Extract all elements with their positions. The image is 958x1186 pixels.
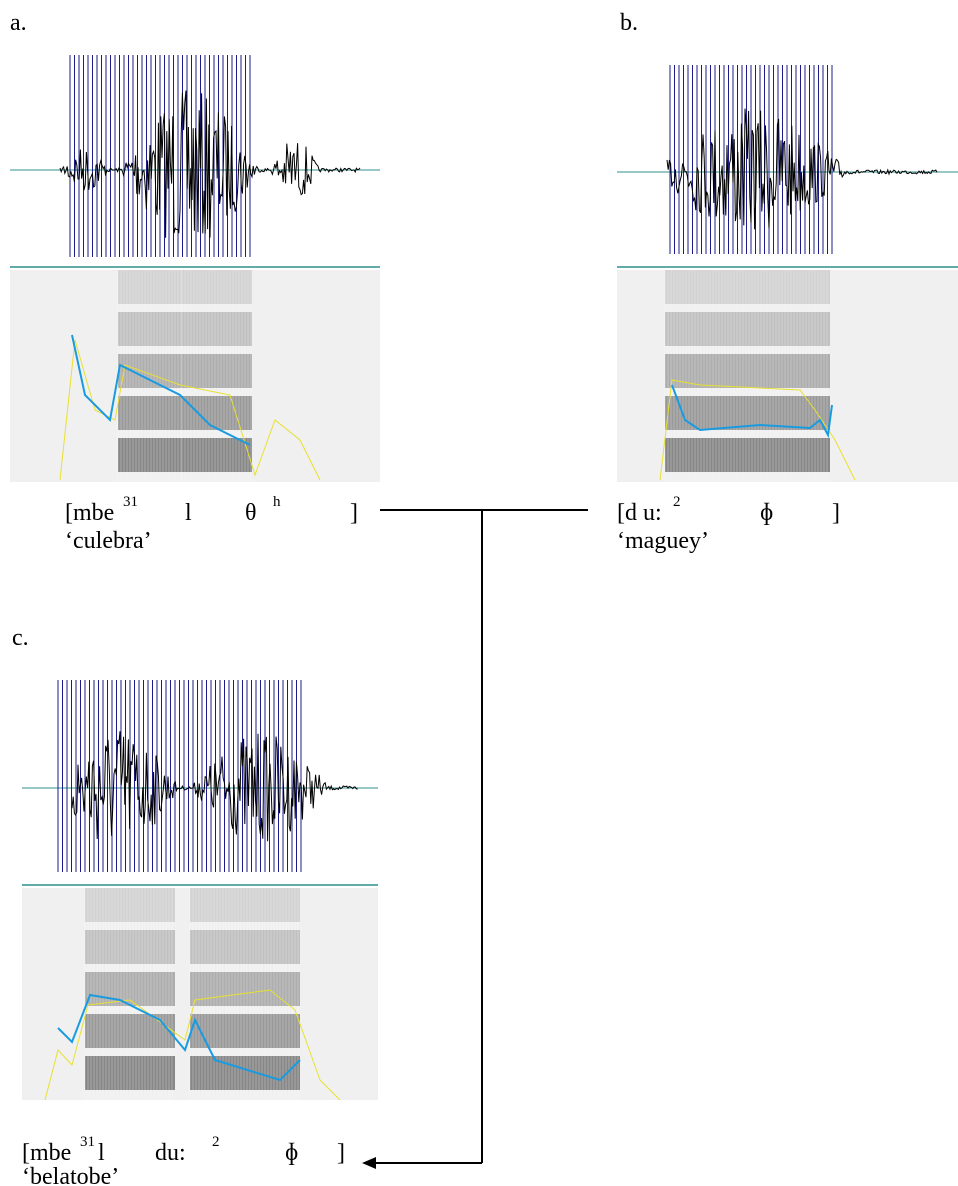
intensity-curve bbox=[659, 379, 856, 481]
transcription: l bbox=[185, 500, 192, 526]
formant-band bbox=[190, 1056, 300, 1090]
formant-band bbox=[118, 438, 182, 472]
spectrogram bbox=[22, 888, 378, 1100]
pitch-curve bbox=[71, 334, 251, 446]
waveform bbox=[666, 108, 938, 230]
gloss: ‘culebra’ bbox=[65, 528, 152, 554]
transcription: [mbe bbox=[65, 500, 114, 526]
panel-label: a. bbox=[10, 10, 27, 36]
waveform bbox=[71, 731, 358, 842]
gloss: ‘maguey’ bbox=[617, 528, 709, 554]
formant-band bbox=[665, 438, 830, 472]
formant-band bbox=[85, 888, 175, 922]
connector bbox=[362, 509, 588, 1169]
formant-band bbox=[665, 270, 830, 304]
formant-band bbox=[665, 312, 830, 346]
formant-band bbox=[190, 1014, 300, 1048]
formant-band bbox=[182, 396, 252, 430]
transcription: θ bbox=[245, 500, 257, 526]
formant-band bbox=[190, 930, 300, 964]
spectrogram-art bbox=[10, 55, 958, 1101]
formant-band bbox=[190, 972, 300, 1006]
formant-band bbox=[182, 354, 252, 388]
transcription: du: bbox=[155, 1140, 186, 1166]
pitch-curve bbox=[57, 993, 301, 1082]
transcription: ɸ bbox=[285, 1140, 298, 1166]
transcription: ] bbox=[350, 500, 358, 526]
waveform bbox=[59, 90, 361, 238]
formant-band bbox=[85, 1056, 175, 1090]
gloss: ‘belatobe’ bbox=[22, 1164, 119, 1186]
transcription: ] bbox=[337, 1140, 345, 1166]
panel-label: c. bbox=[12, 625, 29, 651]
tone-superscript: 2 bbox=[673, 494, 681, 510]
formant-band bbox=[182, 438, 252, 472]
formant-band bbox=[182, 312, 252, 346]
intensity-curve bbox=[59, 339, 321, 481]
transcription: ɸ bbox=[760, 500, 773, 526]
formant-band bbox=[118, 270, 182, 304]
panel-label: b. bbox=[620, 10, 638, 36]
formant-band bbox=[665, 354, 830, 388]
pitch-curve bbox=[671, 384, 833, 439]
formant-band bbox=[118, 396, 182, 430]
spectrogram bbox=[10, 270, 380, 482]
formant-band bbox=[182, 270, 252, 304]
intensity-curve bbox=[44, 989, 341, 1101]
transcription: l bbox=[98, 1140, 105, 1166]
tone-superscript: 2 bbox=[212, 1134, 220, 1150]
transcription: [d u: bbox=[617, 500, 662, 526]
transcription: [mbe bbox=[22, 1140, 71, 1166]
formant-band bbox=[665, 396, 830, 430]
spectrogram bbox=[617, 270, 958, 482]
transcription: ] bbox=[832, 500, 840, 526]
formant-band bbox=[118, 312, 182, 346]
aspiration-superscript: h bbox=[273, 494, 281, 510]
formant-band bbox=[190, 888, 300, 922]
tone-superscript: 31 bbox=[123, 494, 138, 510]
tone-superscript: 31 bbox=[80, 1134, 95, 1150]
formant-band bbox=[85, 930, 175, 964]
